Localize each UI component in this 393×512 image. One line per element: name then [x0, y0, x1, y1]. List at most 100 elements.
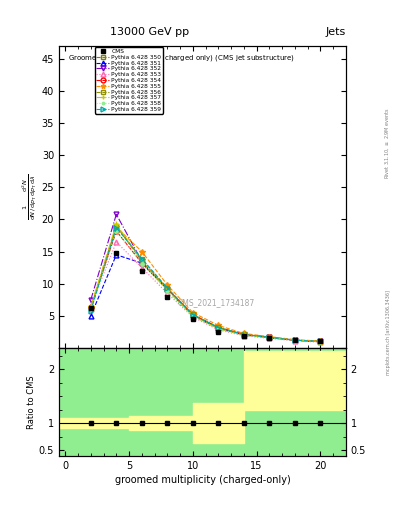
Pythia 6.428 359: [292, 337, 297, 343]
Pythia 6.428 355: [292, 336, 297, 343]
Pythia 6.428 353: [114, 239, 119, 245]
Pythia 6.428 357: [165, 287, 170, 293]
Pythia 6.428 351: [241, 331, 246, 337]
Pythia 6.428 353: [140, 265, 144, 271]
Line: Pythia 6.428 359: Pythia 6.428 359: [88, 225, 323, 344]
Pythia 6.428 357: [88, 303, 93, 309]
Pythia 6.428 351: [88, 313, 93, 319]
Pythia 6.428 357: [191, 313, 195, 319]
Pythia 6.428 355: [191, 309, 195, 315]
Text: Rivet 3.1.10, $\geq$ 2.9M events: Rivet 3.1.10, $\geq$ 2.9M events: [384, 108, 391, 179]
Pythia 6.428 358: [318, 339, 323, 345]
Pythia 6.428 351: [292, 337, 297, 343]
Pythia 6.428 357: [267, 334, 272, 340]
Pythia 6.428 355: [267, 334, 272, 340]
Pythia 6.428 352: [267, 334, 272, 340]
Line: CMS: CMS: [88, 251, 323, 344]
Line: Pythia 6.428 350: Pythia 6.428 350: [88, 223, 323, 344]
Line: Pythia 6.428 355: Pythia 6.428 355: [88, 224, 323, 344]
Pythia 6.428 358: [114, 228, 119, 234]
CMS: [165, 293, 170, 300]
Pythia 6.428 354: [318, 338, 323, 345]
Pythia 6.428 354: [165, 286, 170, 292]
Pythia 6.428 353: [318, 339, 323, 345]
Pythia 6.428 354: [140, 260, 144, 266]
Pythia 6.428 350: [114, 223, 119, 229]
Pythia 6.428 358: [267, 335, 272, 341]
Legend: CMS, Pythia 6.428 350, Pythia 6.428 351, Pythia 6.428 352, Pythia 6.428 353, Pyt: CMS, Pythia 6.428 350, Pythia 6.428 351,…: [95, 47, 163, 114]
Pythia 6.428 351: [318, 338, 323, 345]
CMS: [191, 316, 195, 322]
CMS: [292, 337, 297, 343]
Pythia 6.428 356: [88, 305, 93, 311]
X-axis label: groomed multiplicity (charged-only): groomed multiplicity (charged-only): [114, 475, 290, 485]
Pythia 6.428 350: [292, 337, 297, 343]
Line: Pythia 6.428 352: Pythia 6.428 352: [88, 212, 323, 344]
Pythia 6.428 350: [267, 334, 272, 340]
Pythia 6.428 358: [241, 332, 246, 338]
Pythia 6.428 350: [88, 306, 93, 312]
Pythia 6.428 356: [165, 285, 170, 291]
Pythia 6.428 359: [318, 338, 323, 345]
Pythia 6.428 356: [216, 324, 221, 330]
Pythia 6.428 357: [114, 221, 119, 227]
Pythia 6.428 350: [191, 313, 195, 319]
Pythia 6.428 359: [241, 331, 246, 337]
Pythia 6.428 358: [292, 337, 297, 344]
Pythia 6.428 350: [241, 332, 246, 338]
Pythia 6.428 352: [191, 312, 195, 318]
CMS: [241, 333, 246, 339]
Pythia 6.428 351: [114, 252, 119, 258]
Pythia 6.428 355: [165, 282, 170, 288]
Pythia 6.428 356: [318, 338, 323, 345]
Line: Pythia 6.428 351: Pythia 6.428 351: [88, 252, 323, 344]
Line: Pythia 6.428 358: Pythia 6.428 358: [87, 227, 324, 345]
Y-axis label: Ratio to CMS: Ratio to CMS: [27, 375, 36, 429]
Pythia 6.428 354: [216, 324, 221, 330]
CMS: [318, 338, 323, 345]
Line: Pythia 6.428 354: Pythia 6.428 354: [88, 228, 323, 344]
Pythia 6.428 358: [140, 261, 144, 267]
Pythia 6.428 359: [191, 312, 195, 318]
Pythia 6.428 352: [88, 296, 93, 303]
Pythia 6.428 353: [216, 327, 221, 333]
Pythia 6.428 356: [241, 331, 246, 337]
Pythia 6.428 356: [114, 223, 119, 229]
Pythia 6.428 355: [140, 248, 144, 254]
Pythia 6.428 352: [292, 337, 297, 343]
Text: 13000 GeV pp: 13000 GeV pp: [110, 27, 189, 37]
Pythia 6.428 353: [241, 333, 246, 339]
Pythia 6.428 355: [241, 330, 246, 336]
Pythia 6.428 350: [165, 287, 170, 293]
Pythia 6.428 354: [191, 311, 195, 317]
Pythia 6.428 355: [216, 323, 221, 329]
CMS: [140, 268, 144, 274]
Pythia 6.428 351: [140, 260, 144, 266]
Pythia 6.428 359: [216, 325, 221, 331]
Pythia 6.428 353: [191, 314, 195, 320]
Pythia 6.428 357: [216, 326, 221, 332]
Y-axis label: $\frac{1}{\mathrm{d}N\,/\,\mathrm{d}p_\mathrm{T}}\frac{\mathrm{d}^2 N}{\mathrm{d: $\frac{1}{\mathrm{d}N\,/\,\mathrm{d}p_\m…: [20, 174, 39, 220]
Pythia 6.428 358: [191, 313, 195, 319]
Pythia 6.428 355: [318, 338, 323, 344]
Line: Pythia 6.428 357: Pythia 6.428 357: [87, 221, 324, 345]
Pythia 6.428 352: [241, 332, 246, 338]
Pythia 6.428 351: [216, 325, 221, 331]
Pythia 6.428 354: [292, 337, 297, 343]
Pythia 6.428 359: [165, 285, 170, 291]
Pythia 6.428 353: [88, 303, 93, 309]
Pythia 6.428 357: [292, 337, 297, 343]
Pythia 6.428 350: [140, 258, 144, 264]
Pythia 6.428 354: [114, 228, 119, 234]
CMS: [216, 329, 221, 335]
Pythia 6.428 359: [88, 308, 93, 314]
Pythia 6.428 356: [292, 337, 297, 343]
Pythia 6.428 358: [88, 306, 93, 312]
Pythia 6.428 353: [292, 338, 297, 344]
Text: CMS_2021_1734187: CMS_2021_1734187: [178, 298, 255, 307]
Pythia 6.428 353: [267, 335, 272, 342]
Pythia 6.428 358: [165, 288, 170, 294]
Pythia 6.428 354: [241, 331, 246, 337]
Pythia 6.428 352: [318, 338, 323, 345]
Text: Groomed multiplicity $\lambda\_0^0$ (charged only) (CMS jet substructure): Groomed multiplicity $\lambda\_0^0$ (cha…: [68, 52, 295, 65]
